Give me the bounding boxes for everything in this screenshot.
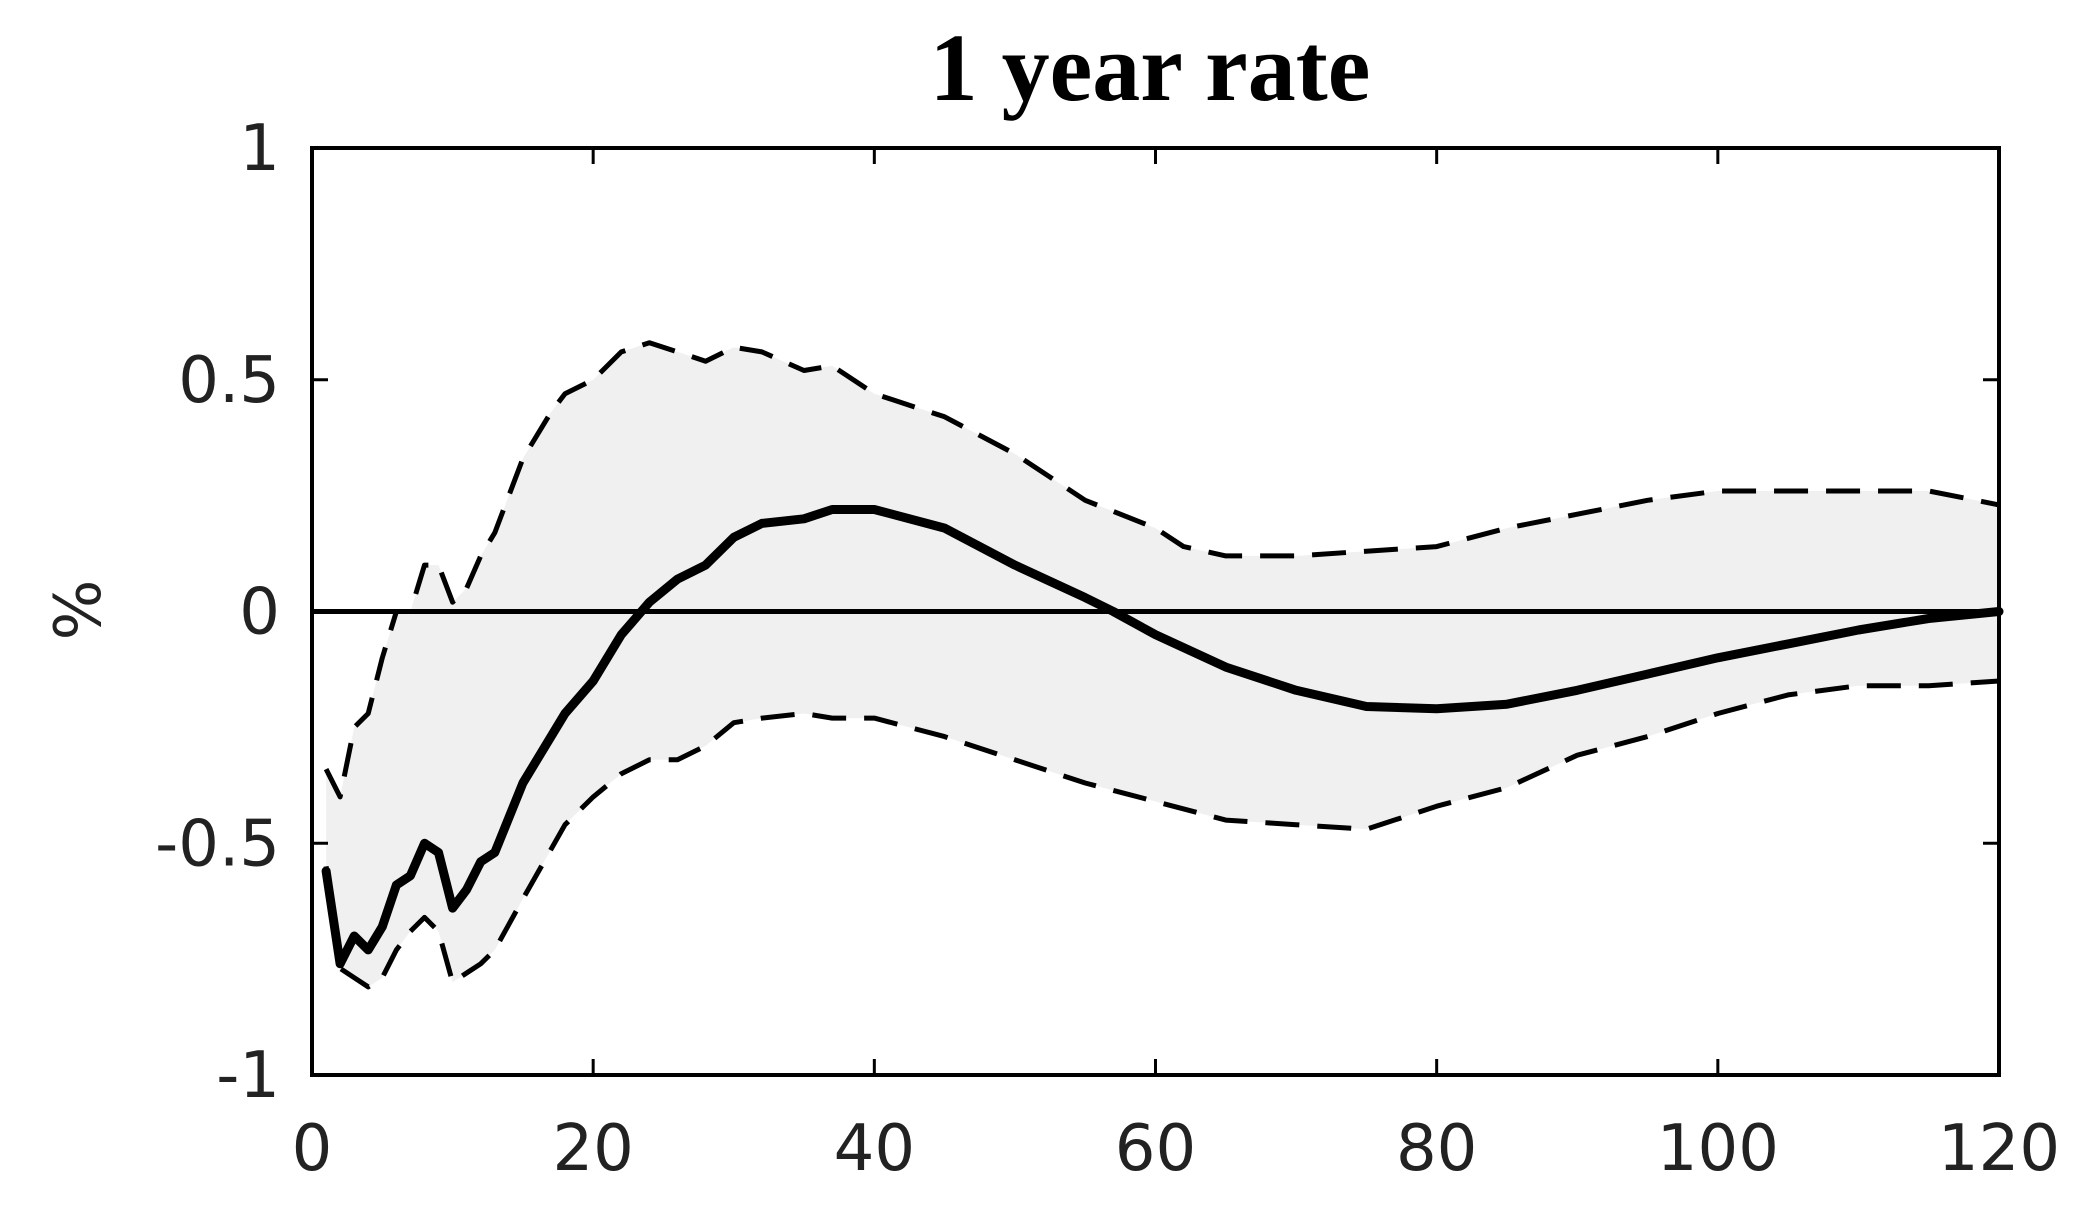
x-tick-label: 120	[1938, 1112, 2060, 1186]
x-tick-label: 80	[1396, 1112, 1477, 1186]
x-tick-label: 100	[1657, 1112, 1779, 1186]
y-tick-label: -0.5	[155, 807, 280, 881]
lower-band-line	[323, 678, 2000, 990]
y-tick-label: 0	[239, 576, 280, 650]
x-tick-label: 60	[1115, 1112, 1196, 1186]
plot-area: 0 20 40 60 80 100 120 -1 -0.5 0 0.5 1	[155, 112, 2060, 1186]
x-tick-label: 40	[834, 1112, 915, 1186]
x-tick-label: 0	[292, 1112, 333, 1186]
y-tick-label: 0.5	[178, 344, 280, 418]
y-tick-label: -1	[216, 1039, 280, 1113]
y-axis-label: %	[42, 580, 116, 641]
confidence-band	[326, 342, 2000, 987]
chart-title: 1 year rate	[930, 14, 1371, 121]
median-line	[321, 505, 2004, 969]
y-tick-label: 1	[239, 112, 280, 186]
upper-band-line	[323, 340, 2000, 800]
x-tick-label: 20	[552, 1112, 633, 1186]
